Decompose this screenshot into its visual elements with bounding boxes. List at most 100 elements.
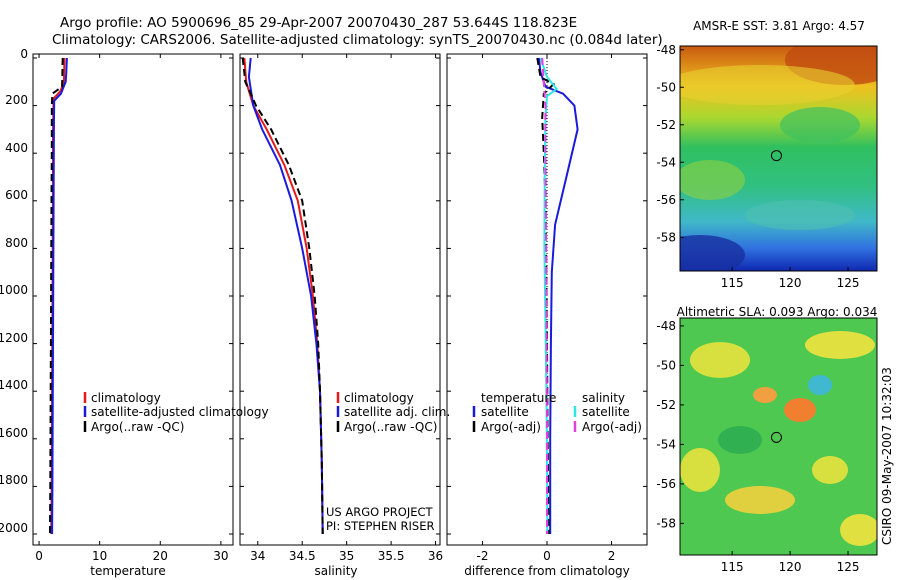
xtick-label: 0 <box>35 549 43 563</box>
depth-tick-1000: 1000 <box>0 283 28 297</box>
legend-label-sal-satellite: satellite <box>582 405 630 419</box>
sla-orange-b <box>753 387 777 403</box>
pi-credit: PI: STEPHEN RISER <box>326 519 435 533</box>
sla-yellow-a <box>690 342 750 378</box>
sla-yellow-e <box>812 456 848 484</box>
series-line-argo-raw-qc- <box>241 57 324 535</box>
depth-tick-1200: 1200 <box>0 331 28 345</box>
legend-group-temperature: temperature <box>481 391 556 405</box>
map-xtick-label: 115 <box>721 276 744 290</box>
sla-yellow-b <box>805 331 875 359</box>
sla-map-title: Altimetric SLA: 0.093 Argo: 0.034 <box>677 305 878 319</box>
map-ytick-label: -52 <box>656 398 676 412</box>
salinity-xlabel: salinity <box>314 564 357 578</box>
xtick-label: 2 <box>608 549 616 563</box>
legend-label-temp-satellite: satellite <box>481 405 529 419</box>
legend-label-satellite-adj: satellite adj. clim. <box>344 405 450 419</box>
sla-map-frame <box>679 317 878 556</box>
depth-tick-1800: 1800 <box>0 473 28 487</box>
legend-label-argo: Argo(..raw -QC) <box>91 420 184 434</box>
xtick-label: 0 <box>543 549 551 563</box>
depth-tick-200: 200 <box>5 93 28 107</box>
legend-label-climatology: climatology <box>344 391 414 405</box>
depth-tick-800: 800 <box>5 236 28 250</box>
series-line-argo-raw-qc- <box>49 57 64 535</box>
map-xtick-label: 125 <box>837 276 860 290</box>
sla-yellow-f <box>840 514 877 546</box>
salinity-legend: climatology satellite adj. clim. Argo(..… <box>336 391 450 434</box>
sla-map <box>680 318 877 555</box>
legend-label-argo: Argo(..raw -QC) <box>344 420 437 434</box>
figure-title-line2: Climatology: CARS2006. Satellite-adjuste… <box>52 32 663 48</box>
xtick-label: 35 <box>339 549 354 563</box>
map-ytick-label: -58 <box>656 230 676 244</box>
sla-argo-location-marker <box>770 431 782 443</box>
sla-yellow-c <box>680 448 720 492</box>
sst-yellow-band <box>680 65 855 105</box>
map-ytick-label: -48 <box>656 43 676 57</box>
xtick-label: -2 <box>476 549 488 563</box>
sla-map-axes: 115 120 125 -48 -50 -52 -54 -56 -58 <box>656 319 859 574</box>
series-line-salinity-argo-adj- <box>541 57 548 534</box>
sst-green-patch <box>780 107 860 143</box>
series-line-satellite-adjusted-climatology <box>51 57 68 535</box>
depth-tick-400: 400 <box>5 141 28 155</box>
xtick-label: 20 <box>153 549 168 563</box>
xtick-label: 30 <box>213 549 228 563</box>
temperature-panel: 0 10 20 30 <box>33 54 233 563</box>
depth-tick-600: 600 <box>5 188 28 202</box>
depth-tick-1400: 1400 <box>0 378 28 392</box>
difference-panel: -2 0 2 <box>447 54 647 563</box>
project-credit: US ARGO PROJECT <box>326 505 434 519</box>
sst-argo-location-marker <box>770 150 782 162</box>
map-ytick-label: -54 <box>656 437 676 451</box>
map-ytick-label: -50 <box>656 358 676 372</box>
figure-title-line1: Argo profile: AO 5900696_85 29-Apr-2007 … <box>60 15 577 31</box>
map-ytick-label: -52 <box>656 118 676 132</box>
sla-green-dark <box>718 426 762 454</box>
difference-legend: temperature satellite Argo(-adj) salinit… <box>472 391 642 434</box>
sst-cyan-patch <box>745 200 855 230</box>
sst-map <box>680 46 877 271</box>
legend-label-climatology: climatology <box>91 391 161 405</box>
legend-group-salinity: salinity <box>582 391 625 405</box>
sla-orange-a <box>784 398 816 422</box>
map-ytick-label: -56 <box>656 193 676 207</box>
xtick-label: 34 <box>250 549 265 563</box>
map-xtick-label: 120 <box>779 276 802 290</box>
sst-map-axes: 115 120 125 -48 -50 -52 -54 -56 -58 <box>656 43 859 290</box>
series-line-satellite-adj-clim- <box>247 57 324 535</box>
xtick-label: 10 <box>92 549 107 563</box>
depth-axis: 0 200 400 600 800 1000 1200 1400 1600 18… <box>0 47 28 535</box>
depth-tick-0: 0 <box>20 47 28 61</box>
sst-deepblue-patch <box>680 235 745 271</box>
map-ytick-label: -54 <box>656 155 676 169</box>
map-xtick-label: 125 <box>837 560 860 574</box>
temperature-panel-frame <box>32 53 234 546</box>
salinity-panel: 34 34.5 35 35.5 36 <box>240 54 443 563</box>
sla-yellow-d <box>725 486 795 514</box>
map-ytick-label: -48 <box>656 319 676 333</box>
xtick-label: 36 <box>428 549 443 563</box>
map-xtick-label: 120 <box>779 560 802 574</box>
legend-label-temp-argo: Argo(-adj) <box>481 420 541 434</box>
legend-label-sal-argo: Argo(-adj) <box>582 420 642 434</box>
legend-label-satellite-adjusted: satellite-adjusted climatology <box>91 405 269 419</box>
sst-map-frame <box>679 45 878 272</box>
salinity-panel-frame <box>239 53 441 546</box>
map-ytick-label: -50 <box>656 80 676 94</box>
temperature-legend: climatology satellite-adjusted climatolo… <box>83 391 269 434</box>
sla-cyan-patch <box>808 375 832 395</box>
depth-tick-2000: 2000 <box>0 521 28 535</box>
timestamp-stamp: CSIRO 09-May-2007 10:32:03 <box>880 367 894 545</box>
temperature-xlabel: temperature <box>90 564 165 578</box>
map-xtick-label: 115 <box>721 560 744 574</box>
sst-lightgreen-patch <box>680 160 745 200</box>
depth-tick-1600: 1600 <box>0 426 28 440</box>
map-ytick-label: -56 <box>656 477 676 491</box>
difference-xlabel: difference from climatology <box>464 564 630 578</box>
sst-map-title: AMSR-E SST: 3.81 Argo: 4.57 <box>693 19 865 33</box>
xtick-label: 35.5 <box>378 549 405 563</box>
map-ytick-label: -58 <box>656 516 676 530</box>
